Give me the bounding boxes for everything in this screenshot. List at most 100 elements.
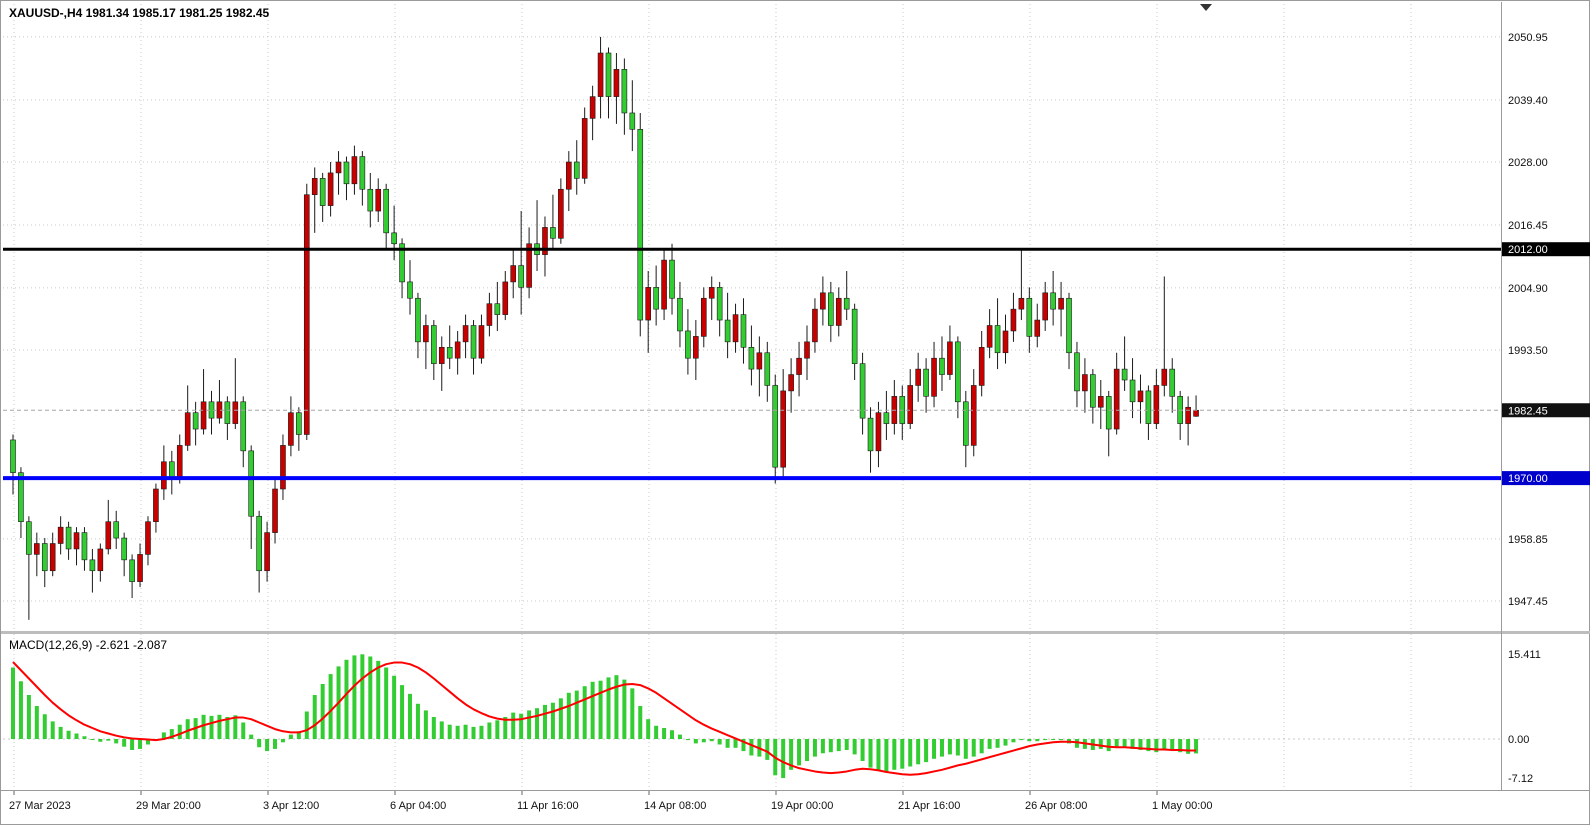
candle-body-bear <box>653 287 659 310</box>
macd-histogram-bar <box>1011 739 1016 743</box>
macd-histogram-bar <box>654 725 659 739</box>
candle-body-bear <box>772 385 779 468</box>
price-axis[interactable]: 2050.95 2039.40 2028.00 2016.45 2004.90 1993.… <box>1502 32 1590 785</box>
candle-body-bull <box>661 259 667 310</box>
candle-body-bull <box>907 385 914 424</box>
candle-body-bull <box>915 368 921 386</box>
candle-body-bear <box>129 559 135 582</box>
candle-body-bull <box>438 347 445 364</box>
macd-histogram-bar <box>1130 739 1135 749</box>
price-badge-label: 1970.00 <box>1508 473 1548 485</box>
candle-body-bull <box>264 532 270 572</box>
macd-histogram-bar <box>161 732 166 739</box>
macd-histogram-bar <box>1003 739 1008 746</box>
candle-body-bear <box>121 537 127 561</box>
candle-body-bear <box>1169 368 1176 397</box>
macd-histogram-bar <box>685 739 690 741</box>
macd-histogram-bar <box>352 655 357 739</box>
pane-splitter[interactable] <box>1 631 1590 634</box>
macd-histogram-bar <box>693 739 698 744</box>
candle-body-bull <box>510 265 517 283</box>
candle-body-bull <box>542 227 548 255</box>
macd-histogram-bar <box>662 728 667 739</box>
macd-histogram-bar <box>789 739 794 770</box>
macd-histogram-bar <box>558 698 563 739</box>
macd-histogram-bar <box>11 667 15 739</box>
candle-body-bear <box>994 325 1001 354</box>
candle-body-bear <box>343 161 350 185</box>
candle-body-bear <box>629 112 636 130</box>
candle-body-bear <box>716 287 723 321</box>
time-axis[interactable]: 27 Mar 2023 29 Mar 20:00 3 Apr 12:00 6 Apr … <box>9 791 1213 812</box>
candle-body-bear <box>367 188 374 212</box>
macd-histogram-bar <box>797 739 802 766</box>
macd-histogram-bar <box>542 704 547 739</box>
candle-body-bull <box>1185 406 1191 424</box>
candle-body-bull <box>1042 292 1048 321</box>
horizontal-lines-layer[interactable] <box>3 247 1501 481</box>
macd-histogram-bar <box>415 703 420 739</box>
candle-body-bull <box>756 352 763 370</box>
candle-body-bull <box>351 156 358 185</box>
candle-body-bull <box>34 543 40 555</box>
macd-histogram-bar <box>177 724 182 739</box>
price-badge-label: 1982.45 <box>1508 405 1548 417</box>
candle-body-bear <box>939 357 945 375</box>
candle-body-bull <box>97 548 104 572</box>
macd-histogram-bar <box>288 734 293 739</box>
macd-histogram-bar <box>392 675 397 739</box>
macd-histogram-bar <box>614 675 619 739</box>
candle-body-bear <box>685 330 691 359</box>
time-tick-label: 29 Mar 20:00 <box>136 800 201 812</box>
candle-body-bull <box>581 118 588 179</box>
time-tick-label: 14 Apr 08:00 <box>644 800 706 812</box>
candle-body-bear <box>41 543 48 572</box>
candle-body-bull <box>1034 319 1041 337</box>
candle-body-bear <box>319 178 326 206</box>
candle-body-bear <box>740 314 747 348</box>
macd-histogram-bar <box>304 711 309 739</box>
chart-shift-icon[interactable] <box>1200 4 1212 11</box>
candle-body-bull <box>272 488 278 533</box>
macd-histogram-bar <box>900 739 905 769</box>
macd-histogram-bar <box>360 654 365 739</box>
candle-body-bear <box>677 297 683 332</box>
macd-histogram-bar <box>1106 739 1111 752</box>
macd-histogram-bar <box>979 739 984 754</box>
macd-histogram-bar <box>169 729 174 739</box>
macd-histogram-bar <box>1194 739 1199 754</box>
candle-body-bear <box>621 69 628 114</box>
candle-body-bear <box>859 363 866 419</box>
candle-body-bear <box>1066 297 1072 354</box>
macd-histogram-bar <box>503 717 508 739</box>
candle-body-bull <box>613 69 620 97</box>
candle-body-bear <box>415 297 421 343</box>
macd-histogram-bar <box>582 686 587 739</box>
candle-body-bull <box>335 161 342 174</box>
macd-histogram-bar <box>376 660 381 739</box>
macd-histogram-bar <box>1170 739 1175 750</box>
candle-body-bear <box>446 347 453 359</box>
macd-histogram-bar <box>257 739 262 748</box>
candle-body-bear <box>407 281 413 299</box>
candles-layer <box>10 36 1199 620</box>
macd-histogram-bar <box>265 739 270 752</box>
macd-histogram-bar <box>725 739 730 748</box>
candle-body-bull <box>820 292 826 310</box>
candle-body-bull <box>288 412 294 446</box>
candle-body-bear <box>383 188 389 234</box>
candle-body-bear <box>256 515 262 572</box>
candle-body-bear <box>18 472 24 523</box>
candle-body-bear <box>240 401 247 452</box>
macd-histogram-bar <box>90 739 95 740</box>
macd-histogram-bar <box>296 731 301 739</box>
candle-body-bear <box>89 559 96 572</box>
macd-histogram-bar <box>511 712 516 739</box>
macd-histogram-bar <box>860 739 865 761</box>
candle-body-bull <box>1153 385 1160 424</box>
time-tick-label: 26 Apr 08:00 <box>1025 800 1087 812</box>
candle-body-bull <box>57 526 64 544</box>
candle-body-bull <box>486 303 493 326</box>
